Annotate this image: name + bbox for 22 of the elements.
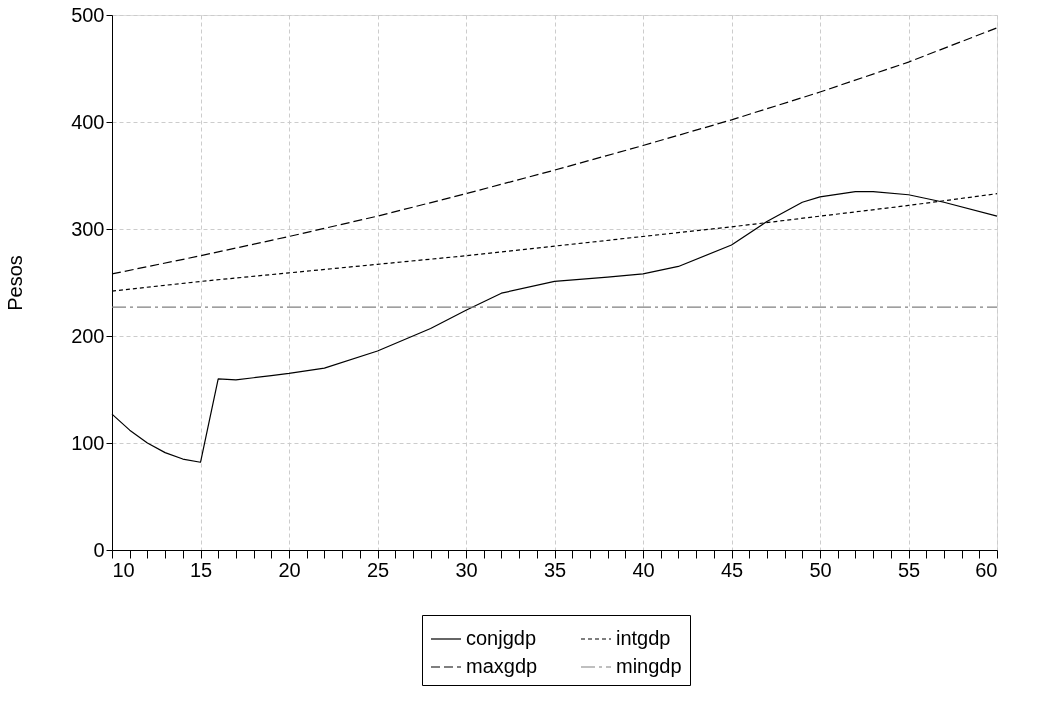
y-tick-label: 0 [93, 538, 105, 561]
x-tick-label: 55 [897, 558, 921, 581]
legend-label: conjgdp [466, 627, 537, 649]
x-tick-label: 30 [455, 558, 478, 581]
legend-label: maxgdp [466, 655, 538, 677]
x-tick-label: 40 [632, 558, 655, 581]
x-tick-label: 60 [975, 558, 998, 581]
x-tick-label: 15 [189, 558, 213, 581]
x-tick-label: 25 [366, 558, 390, 581]
legend-label: intgdp [616, 627, 671, 649]
x-tick-label: 20 [278, 558, 301, 581]
y-axis-title: Pesos [4, 255, 27, 311]
x-tick-label: 10 [112, 558, 135, 581]
legend-label: mingdp [616, 655, 682, 677]
y-tick-label: 400 [71, 110, 105, 133]
x-tick-label: 35 [543, 558, 567, 581]
y-tick-label: 200 [71, 324, 105, 347]
x-tick-label: 50 [809, 558, 832, 581]
y-tick-label: 500 [71, 3, 105, 26]
y-tick-label: 300 [71, 217, 105, 240]
x-tick-label: 45 [720, 558, 744, 581]
y-tick-label: 100 [71, 431, 105, 454]
